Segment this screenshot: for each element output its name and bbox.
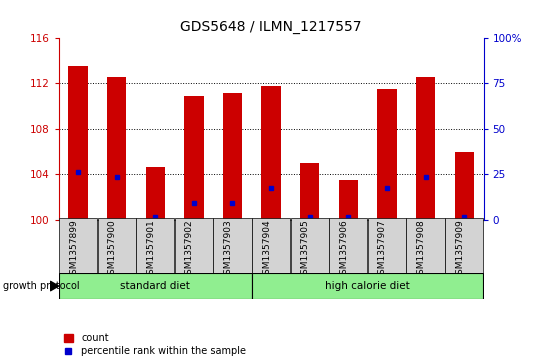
Bar	[416, 77, 435, 220]
Text: GSM1357903: GSM1357903	[224, 220, 233, 280]
Text: GSM1357901: GSM1357901	[146, 220, 155, 280]
Bar	[377, 89, 397, 220]
Text: growth protocol: growth protocol	[3, 281, 79, 291]
Bar	[445, 218, 484, 274]
Text: high calorie diet: high calorie diet	[325, 281, 410, 291]
Text: GSM1357902: GSM1357902	[185, 220, 194, 280]
Text: GSM1357905: GSM1357905	[301, 220, 310, 280]
Bar	[329, 218, 367, 274]
Text: GSM1357907: GSM1357907	[378, 220, 387, 280]
Text: GSM1357900: GSM1357900	[108, 220, 117, 280]
Bar	[59, 273, 252, 299]
Bar	[252, 218, 290, 274]
Bar	[145, 167, 165, 220]
Text: GSM1357906: GSM1357906	[339, 220, 348, 280]
Text: standard diet: standard diet	[120, 281, 190, 291]
Bar	[252, 273, 484, 299]
Bar	[406, 218, 445, 274]
Bar	[107, 77, 126, 220]
Text: GSM1357904: GSM1357904	[262, 220, 271, 280]
Polygon shape	[50, 281, 59, 291]
Bar	[184, 96, 203, 220]
Bar	[136, 218, 174, 274]
Bar	[59, 218, 97, 274]
Bar	[368, 218, 406, 274]
Title: GDS5648 / ILMN_1217557: GDS5648 / ILMN_1217557	[181, 20, 362, 34]
Bar	[223, 93, 242, 220]
Bar	[68, 66, 88, 220]
Bar	[454, 152, 474, 220]
Bar	[262, 86, 281, 220]
Bar	[291, 218, 329, 274]
Legend: count, percentile rank within the sample: count, percentile rank within the sample	[64, 333, 246, 356]
Bar	[339, 180, 358, 220]
Bar	[300, 163, 319, 220]
Text: GSM1357908: GSM1357908	[416, 220, 425, 280]
Bar	[175, 218, 213, 274]
Bar	[97, 218, 136, 274]
Text: GSM1357909: GSM1357909	[455, 220, 464, 280]
Text: GSM1357899: GSM1357899	[69, 220, 78, 280]
Bar	[214, 218, 252, 274]
